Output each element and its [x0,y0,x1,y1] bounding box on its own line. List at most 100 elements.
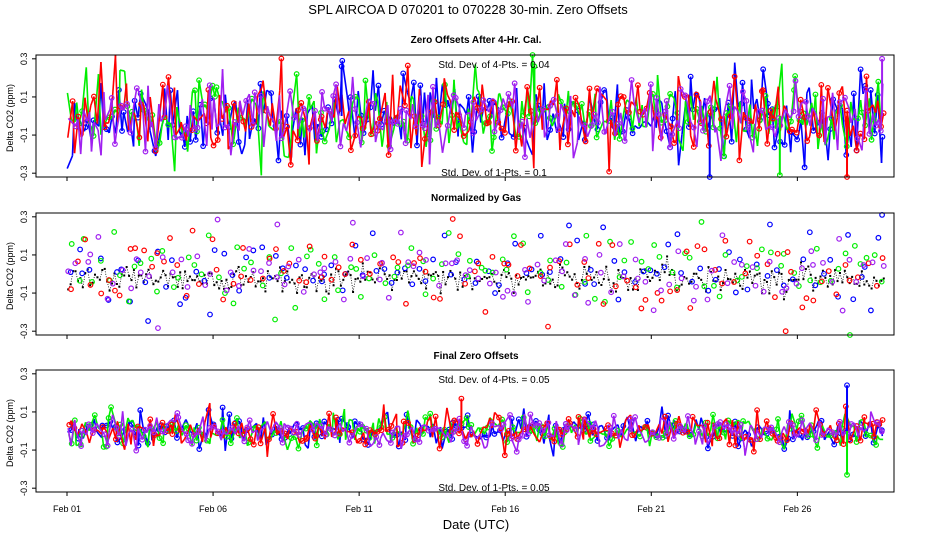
data-point [649,429,656,436]
data-point [738,261,745,268]
series-line-segment [315,418,321,446]
series-line-segment [529,425,535,435]
series-line-segment [253,92,261,115]
data-point [683,248,690,255]
data-point [394,264,401,271]
series-line-segment [429,416,434,438]
data-point [500,421,507,428]
normalized-line-segment [408,275,412,283]
y-tick-label: -0.3 [19,165,29,181]
series-line-segment [617,428,623,440]
data-point [871,252,878,258]
series-line-segment [815,420,821,441]
data-point [133,85,140,92]
data-point [717,419,724,425]
series-line-segment [529,120,534,138]
data-point [304,253,310,260]
data-point [219,429,226,435]
series-line-segment [716,76,721,129]
data-point [416,265,423,272]
series-line-segment [256,87,263,97]
data-point [409,281,416,288]
data-point [868,307,874,314]
series-line-segment [583,417,591,426]
series-line-segment [597,428,601,447]
series-line-segment [506,104,510,111]
data-point [768,424,775,431]
normalized-line-segment [759,273,763,294]
data-point [178,256,185,263]
series-line-segment [638,126,641,130]
series-line-segment [800,120,806,168]
data-point [99,424,106,430]
series-line-segment [314,110,319,142]
series-line-segment [507,93,514,109]
data-point [174,262,181,268]
series-line-segment [574,97,577,118]
series-line-segment [443,407,448,429]
series-line-segment [513,83,520,134]
series-line-segment [278,95,283,139]
data-point [205,232,212,239]
series-line-segment [591,420,597,428]
normalized-line-segment [761,279,765,294]
data-point [581,279,588,285]
series-line-segment [773,126,780,148]
data-point [86,266,93,273]
series-line-segment [100,426,104,435]
panel-1-title: Zero Offsets After 4-Hr. Cal. [411,35,542,46]
series-line-segment [382,104,389,130]
series-line-segment [415,419,421,425]
series-line-segment [584,124,589,138]
series-line-segment [551,113,558,127]
panel-3-title: Final Zero Offsets [433,351,518,362]
data-point [712,276,719,283]
series-line-segment [483,434,487,438]
series-line-segment [246,428,252,440]
series-line-segment [836,93,841,118]
data-point [497,426,504,433]
normalized-line-segment [454,278,459,290]
series-line-segment [500,428,506,456]
series-line-segment [841,124,848,147]
series-line-segment [448,115,453,144]
normalized-line-segment [786,279,790,292]
series-line-segment [634,125,639,129]
series-line-segment [789,110,795,119]
data-point [311,271,317,278]
series-line-segment [497,110,502,121]
series-line-segment [386,433,390,436]
series-line-segment [499,424,505,431]
data-point [514,273,521,279]
series-line-segment [411,103,417,127]
data-point [491,431,498,437]
series-line-segment [135,428,139,451]
series-line-segment [81,423,88,434]
data-point [820,259,826,266]
series-line-segment [476,89,480,93]
series-line-segment [542,108,546,138]
data-point [697,265,704,272]
normalized-line-segment [398,272,403,279]
series-line-segment [256,429,262,441]
series-line-segment [527,414,532,435]
data-point [783,285,790,292]
series-line-segment [555,433,560,445]
panel-1-xticks [66,177,798,181]
data-point [875,234,882,241]
normalized-line-segment [321,276,325,281]
series-line-segment [576,116,581,143]
data-point [698,219,705,225]
data-point [66,421,73,428]
series-line-segment [844,97,850,109]
series-line-segment [103,122,107,128]
series-line-segment [595,126,603,138]
data-point [388,423,395,429]
data-point [860,262,867,268]
data-point [726,249,732,256]
series-line-segment [812,410,817,431]
series-line-segment [678,139,684,152]
data-point [411,260,417,266]
data-point [732,289,739,296]
series-line-segment [297,108,305,130]
